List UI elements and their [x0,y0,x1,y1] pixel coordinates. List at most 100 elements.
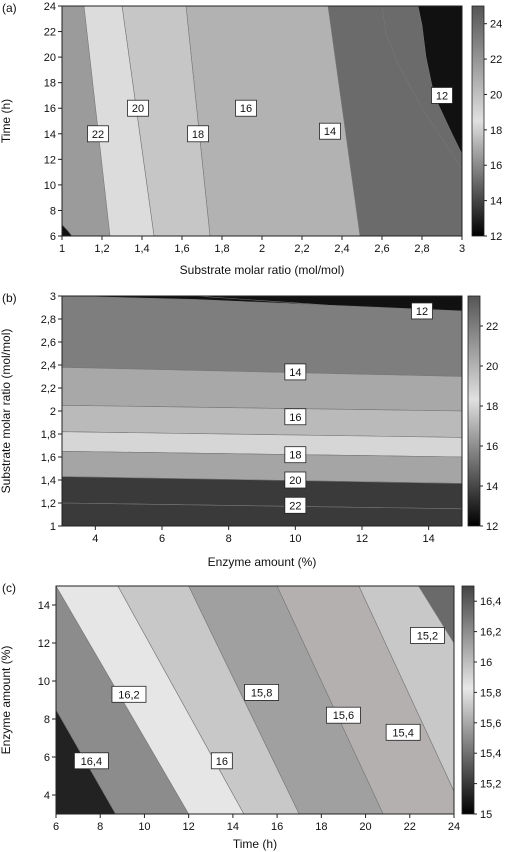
colorbar-tick-label: 16 [486,441,498,453]
contour-band [418,586,454,644]
colorbar-tick-label: 18 [490,125,502,137]
x-axis-label: Time (h) [233,837,277,851]
contour-band [195,296,462,312]
contour-label: 18 [289,450,301,462]
contour-label: 20 [132,103,144,115]
contour-label: 15,8 [251,687,272,699]
x-tick-label: 24 [448,821,460,833]
colorbar-tick-label: 16,2 [480,627,501,639]
x-tick-label: 6 [53,821,59,833]
contour-label-box [410,627,445,644]
y-tick-label: 10 [38,676,50,688]
contour-label: 15,2 [417,630,438,642]
contour-label: 15,4 [392,727,413,739]
x-tick-label: 1 [59,243,65,255]
contour-label: 16,2 [118,689,139,701]
x-tick-label: 14 [227,821,239,833]
colorbar-tick-label: 16,4 [480,596,501,608]
x-tick-label: 12 [183,821,195,833]
contour-label-box [87,125,109,143]
colorbar-tick-label: 20 [490,89,502,101]
y-tick-label: 2,4 [41,360,56,372]
contour-label: 20 [289,475,301,487]
contour-label-box [235,99,257,117]
contour-band [62,502,462,526]
contour-label: 14 [289,367,301,379]
x-tick-label: 8 [97,821,103,833]
contour-label: 16 [289,412,301,424]
colorbar [467,295,481,527]
contour-label-box [284,408,307,426]
x-tick-label: 22 [404,821,416,833]
y-axis-label: Substrate molar ratio (mol/mol) [0,329,13,494]
y-tick-label: 16 [44,103,56,115]
x-tick-label: 16 [271,821,283,833]
panel-b: 4 6 8 10 12 14 1 1,2 1,4 1,6 1,8 2 2,2 2,4 2,6 2,8 3 Enzy… [0,291,498,569]
colorbar-tick-label: 24 [490,19,502,31]
y-tick-label: 12 [44,154,56,166]
y-tick-label: 6 [50,231,56,243]
contour-band [188,586,384,814]
contour-label-box [187,125,209,143]
colorbar-tick-label: 15,6 [480,718,501,730]
y-tick-label: 1 [50,521,56,533]
colorbar-tick-label: 14 [490,196,502,208]
panel-c: 6 8 10 12 14 16 18 20 22 24 4 6 8 10 12 14 Time (h) Enzym… [0,581,501,851]
colorbar-tick-label: 15,2 [480,779,501,791]
y-axis-label: Enzyme amount (%) [0,646,13,755]
y-tick-label: 20 [44,52,56,64]
x-tick-label: 3 [459,243,465,255]
y-tick-label: 2 [50,406,56,418]
contour-label: 15,6 [333,710,354,722]
x-tick-label: 2,2 [294,243,309,255]
y-tick-label: 14 [44,129,56,141]
x-tick-label: 2,6 [374,243,389,255]
contour-band [83,6,155,236]
colorbar-tick-label: 16 [490,160,502,172]
contour-label: 12 [436,90,448,102]
contour-band [117,586,300,814]
contour-label-box [385,723,421,741]
y-tick-label: 22 [44,27,56,39]
y-tick-label: 1,2 [41,498,56,510]
colorbar-tick-label: 15 [480,809,492,821]
contour-label: 16 [240,103,252,115]
panel-a: 1 1,2 1,4 1,6 1,8 2 2,2 2,4 2,6 2,8 3 6 8 10 12 14 16 18 2… [0,1,502,277]
contour-label-box [319,122,341,140]
colorbar-tick-label: 16 [480,657,492,669]
contour-label-box [284,446,307,464]
plot-frame [55,585,455,815]
contour-label-box [210,752,233,770]
x-tick-label: 14 [423,533,435,545]
panel-label: (c) [2,581,16,595]
x-tick-label: 20 [359,821,371,833]
contour-band [417,6,462,155]
x-tick-label: 4 [92,533,98,545]
contour-band [56,586,245,814]
contour-label: 22 [92,129,104,141]
panel-label: (b) [2,291,17,305]
colorbar-tick-label: 22 [490,54,502,66]
y-tick-label: 1,4 [41,475,56,487]
x-tick-label: 1,4 [134,243,149,255]
y-tick-label: 1,6 [41,452,56,464]
x-tick-label: 6 [159,533,165,545]
x-tick-label: 18 [315,821,327,833]
y-tick-label: 12 [38,638,50,650]
colorbar-tick-label: 15,4 [480,748,501,760]
contour-label: 16,4 [81,756,102,768]
x-axis-label: Substrate molar ratio (mol/mol) [180,263,345,277]
contour-label-box [284,363,307,381]
colorbar-tick-label: 20 [486,361,498,373]
contour-label: 18 [192,129,204,141]
contour-label: 22 [289,500,301,512]
contour-label: 14 [324,126,336,138]
contour-label-box [431,87,453,104]
contour-label-box [284,496,307,514]
colorbar-tick-label: 12 [490,231,502,243]
contour-bands [62,6,462,236]
x-tick-label: 1,6 [174,243,189,255]
y-axis-label: Time (h) [0,99,13,143]
x-tick-label: 10 [289,533,301,545]
